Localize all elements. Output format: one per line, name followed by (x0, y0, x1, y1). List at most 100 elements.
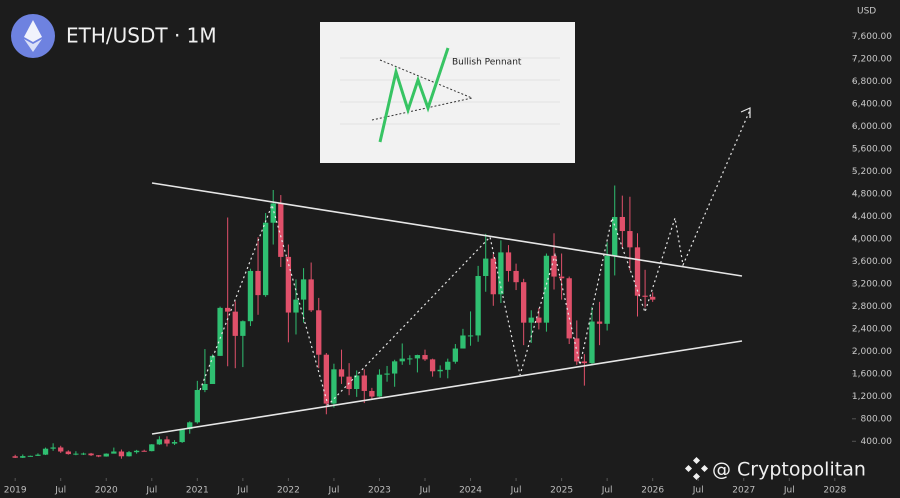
candle-body (308, 279, 314, 311)
y-tick-label: 7,200.00 (852, 55, 892, 65)
candle-body (589, 321, 595, 364)
x-tick-label: Jul (783, 486, 795, 496)
candle-body (35, 454, 41, 456)
candle-body (58, 447, 64, 452)
candle-body (391, 361, 398, 374)
y-tick-label: 6,800.00 (852, 77, 892, 87)
candle-body (141, 450, 147, 452)
candle-body (437, 369, 443, 372)
inset-box (320, 22, 575, 163)
candle-body (149, 444, 155, 452)
candle-body (111, 451, 117, 454)
candle-body (179, 429, 185, 443)
candle-body (551, 255, 557, 277)
y-tick-label: 2,400.00 (852, 324, 892, 334)
candle-body (285, 256, 292, 313)
candle-body (194, 390, 200, 423)
y-tick-label: 3,200.00 (852, 279, 892, 289)
candle-body (483, 258, 489, 277)
candle-body (171, 442, 178, 444)
candle-body (202, 383, 208, 391)
candle-body (536, 317, 542, 323)
candle-body (490, 258, 496, 295)
candle-body (528, 317, 534, 323)
projection-path (199, 109, 751, 407)
candle-body (566, 278, 572, 339)
x-tick-label: 2027 (732, 486, 755, 496)
candle-body (293, 299, 299, 313)
x-tick-label: 2022 (277, 486, 300, 496)
y-tick-label: 4,800.00 (852, 189, 892, 199)
y-tick-label: 1,200.00 (852, 392, 892, 402)
candle-body (634, 247, 641, 296)
candle-body (384, 373, 390, 375)
candle-body (543, 255, 550, 323)
candle-body (73, 453, 79, 455)
y-tick-label: 3,600.00 (852, 257, 892, 267)
candle-body (12, 456, 18, 458)
x-tick-label: 2019 (4, 486, 27, 496)
inset-grid (340, 57, 560, 125)
candle-body (422, 355, 428, 360)
candle-body (88, 453, 94, 456)
plot (12, 185, 656, 459)
x-tick-label: Jul (54, 486, 66, 496)
candle-body (414, 355, 421, 359)
candle-body (369, 390, 375, 397)
y-tick-label: 1,600.00 (852, 369, 892, 379)
candle-body (126, 452, 132, 457)
candle-body (225, 307, 231, 312)
x-tick-label: 2028 (823, 486, 846, 496)
candle-body (354, 375, 360, 389)
candle-body (247, 270, 254, 322)
candle-body (642, 295, 648, 297)
y-tick-label: 2,800.00 (852, 302, 892, 312)
candle-body (232, 311, 238, 336)
y-tick-label: 5,200.00 (852, 167, 892, 177)
candle-body (118, 451, 125, 457)
x-tick-label: 2025 (550, 486, 573, 496)
candle-body (376, 374, 383, 397)
candle-body (255, 270, 261, 296)
candle-body (217, 307, 223, 356)
inset-lower (371, 97, 473, 121)
candle-body (96, 455, 102, 457)
candle-body (596, 321, 603, 324)
candle-body (627, 231, 633, 248)
x-tick-label: 2023 (368, 486, 391, 496)
y-tick-label: 2,000.00 (852, 347, 892, 357)
y-tick-label: 6,000.00 (852, 122, 892, 132)
candle-body (20, 456, 26, 458)
candle-body (323, 354, 329, 404)
candle-body (612, 216, 618, 256)
candle-body (407, 358, 413, 360)
candle-body (270, 203, 276, 223)
candle-body (361, 375, 367, 391)
candle-body (209, 355, 216, 384)
candle-body (156, 439, 163, 445)
x-tick-label: Jul (145, 486, 157, 496)
y-tick-label: 5,600.00 (852, 144, 892, 154)
candle-body (650, 296, 656, 300)
y-tick-label: 800.00 (861, 414, 893, 424)
y-axis-label: USD (857, 7, 876, 17)
candle-body (558, 276, 565, 279)
candle-body (187, 422, 193, 430)
candle-body (103, 453, 109, 457)
lower-trendline (151, 340, 743, 435)
upper-trendline (151, 182, 743, 277)
inset-upper (379, 59, 473, 99)
candle-body (399, 358, 405, 362)
candle-body (300, 279, 307, 300)
candle-body (278, 203, 284, 257)
y-tick-label: 7,600.00 (852, 32, 892, 42)
x-tick-label: Jul (692, 486, 704, 496)
inset-label: Bullish Pennant (452, 58, 522, 68)
candle-body (240, 321, 246, 336)
candle-body (262, 222, 269, 296)
candle-body (467, 335, 474, 337)
candle-body (50, 447, 56, 449)
watermark: @ Cryptopolitan (712, 459, 866, 481)
candle-body (475, 276, 481, 336)
y-tick-label: 400.00 (861, 437, 893, 447)
